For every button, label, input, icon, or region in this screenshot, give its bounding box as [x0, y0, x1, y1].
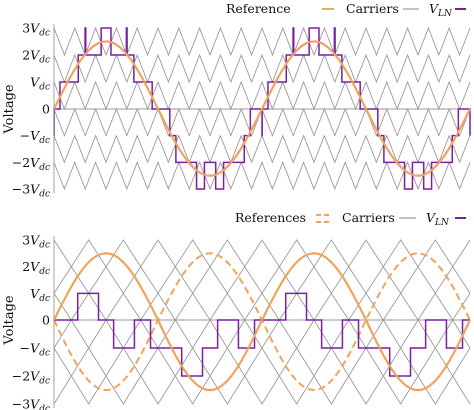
reference-line — [53, 252, 471, 392]
legend: References Carriers VLN — [235, 210, 466, 228]
legend-label-carriers: Carriers — [346, 1, 399, 16]
y-tick-label: 0 — [42, 313, 50, 328]
y-tick-label: −Vdc — [20, 128, 50, 146]
chart-panel-1: 3Vdc 2Vdc Vdc 0 −Vdc −2Vdc −3Vdc Voltage Referen… — [2, 1, 471, 200]
y-axis-label: Voltage — [2, 295, 17, 345]
carrier-line-6 — [53, 26, 471, 57]
carrier-line-1 — [53, 161, 471, 191]
vln-staircase-line — [54, 292, 470, 377]
legend-label-vln: VLN — [426, 210, 450, 228]
reference-line — [53, 40, 471, 177]
y-tick-label: 2Vdc — [22, 48, 50, 66]
chart-panel-2: 3Vdc 2Vdc Vdc 0 −Vdc −2Vdc −3Vdc Voltage Referen… — [2, 210, 471, 410]
y-tick-label: −2Vdc — [12, 155, 50, 173]
legend: Reference Carriers VLN — [226, 1, 466, 19]
y-tick-label: Vdc — [30, 75, 50, 93]
y-tick-label: −2Vdc — [12, 369, 50, 387]
legend-label-carriers: Carriers — [342, 210, 395, 225]
y-tick-label: 2Vdc — [22, 259, 50, 277]
y-tick-label: −Vdc — [20, 341, 50, 359]
carrier-line-5 — [53, 239, 471, 405]
legend-label-reference: References — [235, 210, 306, 225]
y-tick-label: 3Vdc — [22, 233, 50, 251]
y-axis-label: Voltage — [2, 84, 17, 134]
y-tick-label: −3Vdc — [12, 397, 50, 410]
y-tick-label: 0 — [42, 102, 50, 117]
y-tick-label: Vdc — [30, 286, 50, 304]
y-tick-label: −3Vdc — [12, 182, 50, 200]
carrier-line-6 — [53, 239, 471, 405]
legend-label-vln: VLN — [429, 1, 453, 19]
carrier-line-5 — [53, 53, 471, 84]
legend-label-reference: Reference — [226, 1, 291, 16]
carrier-line-4 — [53, 80, 471, 111]
y-tick-label: 3Vdc — [22, 21, 50, 39]
carrier-line-2 — [53, 134, 471, 164]
